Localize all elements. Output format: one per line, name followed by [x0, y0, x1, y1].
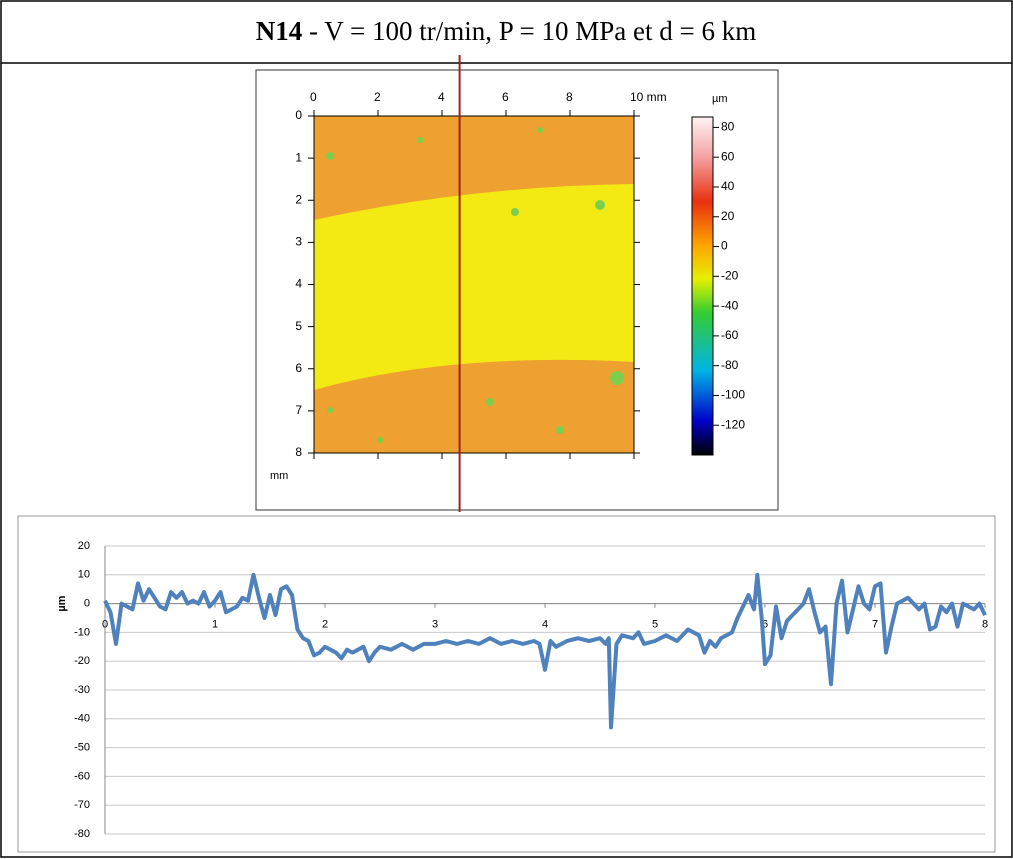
colorbar-tick-label: -100: [721, 388, 745, 402]
colorbar: [691, 116, 714, 456]
speckle: [537, 127, 543, 133]
y-tick-label: -80: [74, 828, 90, 840]
colorbar-tick-label: -60: [721, 328, 739, 342]
x-tick-label: 1: [212, 619, 218, 631]
y-tick-label: -40: [74, 713, 90, 725]
speckle: [326, 152, 334, 160]
title: N14 - V = 100 tr/min, P = 10 MPa et d = …: [256, 16, 756, 46]
x-tick-label: 4: [542, 619, 548, 631]
x-tick-label: 3: [432, 619, 438, 631]
y-tick-label: 7: [295, 403, 302, 417]
y-tick-label: 5: [295, 319, 302, 333]
x-tick-label: 5: [652, 619, 658, 631]
y-tick-label: 0: [84, 598, 90, 610]
colorbar-tick-label: 40: [721, 179, 735, 193]
heatmap-bottom-band: [314, 359, 634, 453]
speckle: [556, 426, 564, 434]
x-tick-label: 2: [322, 619, 328, 631]
speckle: [595, 200, 605, 210]
y-tick-label: -60: [74, 770, 90, 782]
y-axis-label: µm: [56, 595, 68, 611]
y-tick-label: 4: [295, 277, 302, 291]
colorbar-tick-label: 60: [721, 149, 735, 163]
colorbar-tick-label: -80: [721, 358, 739, 372]
colorbar-tick-label: -120: [721, 417, 745, 431]
y-tick-label: -20: [74, 655, 90, 667]
y-tick-label: 20: [78, 540, 90, 552]
y-axis-unit: mm: [270, 470, 288, 482]
colorbar-tick-label: -20: [721, 268, 739, 282]
heatmap-top-band: [314, 116, 634, 220]
speckle: [610, 371, 624, 385]
y-tick-label: 10: [78, 569, 90, 581]
x-tick-label: 0: [102, 619, 108, 631]
x-tick-label: 8: [982, 619, 988, 631]
x-tick-label: 8: [566, 90, 573, 104]
x-tick-label: 2: [374, 90, 381, 104]
speckle: [511, 208, 519, 216]
colorbar-unit: µm: [712, 93, 728, 105]
speckle: [377, 437, 383, 443]
y-tick-label: 8: [295, 445, 302, 459]
x-tick-label: 10 mm: [630, 90, 667, 104]
colorbar-tick-label: -40: [721, 298, 739, 312]
y-tick-label: 2: [295, 192, 302, 206]
profile-frame: [17, 515, 996, 853]
y-tick-label: 1: [295, 150, 302, 164]
colorbar-tick-label: 0: [721, 239, 728, 253]
x-tick-label: 7: [872, 619, 878, 631]
title-bold: N14: [256, 16, 303, 46]
speckle: [486, 398, 494, 406]
x-tick-label: 0: [310, 90, 317, 104]
colorbar-tick-label: 20: [721, 209, 735, 223]
x-tick-label: 6: [502, 90, 509, 104]
speckle: [417, 137, 423, 143]
title-rest: - V = 100 tr/min, P = 10 MPa et d = 6 km: [302, 16, 756, 46]
colorbar-tick-label: 80: [721, 120, 735, 134]
y-tick-label: -50: [74, 742, 90, 754]
y-tick-label: 6: [295, 361, 302, 375]
y-tick-label: -10: [74, 626, 90, 638]
profile-line: [103, 572, 987, 730]
y-tick-label: -30: [74, 684, 90, 696]
x-tick-label: 4: [438, 90, 445, 104]
y-tick-label: -70: [74, 799, 90, 811]
heatmap: [313, 115, 635, 454]
heatmap-speckles: [326, 127, 624, 443]
speckle: [327, 407, 333, 413]
y-tick-label: 0: [295, 108, 302, 122]
x-tick-label: 6: [762, 619, 768, 631]
y-tick-label: 3: [295, 235, 302, 249]
